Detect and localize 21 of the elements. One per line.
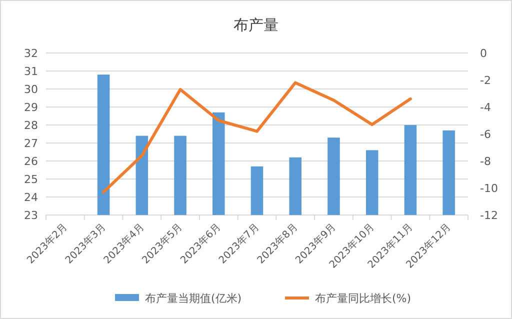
legend-label: 布产量同比增长(%) (315, 292, 412, 305)
y2-tick-label: -10 (480, 182, 498, 195)
y-tick-label: 29 (24, 101, 38, 114)
y-tick-label: 24 (24, 191, 38, 204)
legend-label: 布产量当期值(亿米) (145, 292, 242, 305)
y2-tick-label: -8 (480, 155, 491, 168)
y2-tick-label: -12 (480, 209, 498, 222)
y-tick-label: 32 (24, 47, 38, 60)
y2-tick-label: -4 (480, 101, 491, 114)
y-tick-label: 31 (24, 65, 38, 78)
line-series (102, 81, 412, 194)
chart-title: 布产量 (234, 16, 278, 34)
y-tick-label: 26 (24, 155, 38, 168)
y2-tick-label: -2 (480, 74, 491, 87)
y2-tick-label: 0 (480, 47, 487, 60)
y-tick-label: 25 (24, 173, 38, 186)
y-tick-label: 23 (24, 209, 38, 222)
y2-tick-label: -6 (480, 128, 491, 141)
y-tick-label: 27 (24, 137, 38, 150)
y-tick-label: 28 (24, 119, 38, 132)
y-tick-label: 30 (24, 83, 38, 96)
